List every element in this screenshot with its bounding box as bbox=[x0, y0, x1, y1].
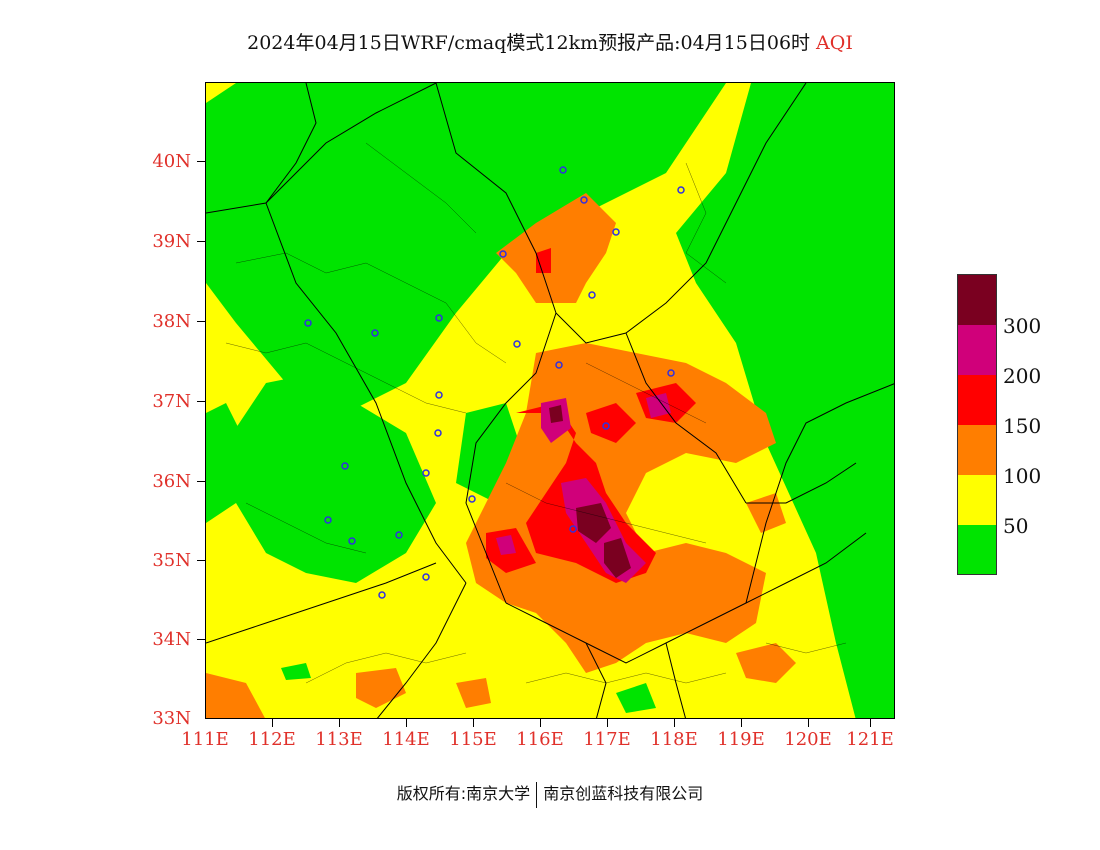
legend-swatch-moderate bbox=[958, 475, 996, 525]
lon-label: 120E bbox=[784, 729, 832, 750]
lat-label: 35N bbox=[152, 550, 191, 571]
footer-separator bbox=[536, 781, 538, 808]
legend-label: 200 bbox=[1003, 364, 1042, 388]
lat-label: 37N bbox=[152, 391, 191, 412]
footer-company: 南京创蓝科技有限公司 bbox=[543, 784, 704, 803]
lat-label: 33N bbox=[152, 708, 191, 729]
lon-tick bbox=[339, 719, 340, 727]
title-main: 2024年04月15日WRF/cmaq模式12km预报产品:04月15日06时 bbox=[247, 32, 811, 54]
lat-label: 34N bbox=[152, 629, 191, 650]
lon-tick bbox=[406, 719, 407, 727]
lon-label: 119E bbox=[717, 729, 765, 750]
legend-swatch-very-unhealthy bbox=[958, 325, 996, 375]
legend-label: 100 bbox=[1003, 464, 1042, 488]
lat-tick bbox=[197, 241, 205, 242]
footer-copyright: 版权所有:南京大学 bbox=[396, 784, 531, 803]
lat-label: 36N bbox=[152, 471, 191, 492]
legend-label: 150 bbox=[1003, 414, 1042, 438]
lat-tick bbox=[197, 161, 205, 162]
chart-title: 2024年04月15日WRF/cmaq模式12km预报产品:04月15日06时 A… bbox=[0, 28, 1100, 55]
footer-credits: 版权所有:南京大学 南京创蓝科技有限公司 bbox=[0, 780, 1100, 808]
lat-tick bbox=[197, 560, 205, 561]
legend-swatch-usg bbox=[958, 425, 996, 475]
lon-tick bbox=[870, 719, 871, 727]
lon-label: 112E bbox=[248, 729, 296, 750]
county-boundaries bbox=[225, 142, 847, 684]
lon-tick bbox=[808, 719, 809, 727]
lon-label: 113E bbox=[315, 729, 363, 750]
lon-tick bbox=[674, 719, 675, 727]
legend-swatch-unhealthy bbox=[958, 375, 996, 425]
lat-tick bbox=[197, 321, 205, 322]
lon-label: 114E bbox=[382, 729, 430, 750]
lon-label: 117E bbox=[583, 729, 631, 750]
lon-tick bbox=[272, 719, 273, 727]
lon-label: 116E bbox=[516, 729, 564, 750]
lon-label: 118E bbox=[650, 729, 698, 750]
lat-tick bbox=[197, 401, 205, 402]
lon-label: 111E bbox=[181, 729, 229, 750]
legend-label: 50 bbox=[1003, 514, 1029, 538]
legend-swatch-good bbox=[958, 525, 996, 574]
lon-tick bbox=[607, 719, 608, 727]
lon-label: 115E bbox=[449, 729, 497, 750]
lat-tick bbox=[197, 639, 205, 640]
province-boundaries bbox=[206, 83, 894, 718]
lat-label: 39N bbox=[152, 231, 191, 252]
title-aqi-label: AQI bbox=[816, 32, 853, 54]
lat-tick bbox=[197, 481, 205, 482]
lon-tick bbox=[540, 719, 541, 727]
lat-label: 38N bbox=[152, 311, 191, 332]
station-markers bbox=[304, 166, 685, 599]
lon-label: 121E bbox=[846, 729, 894, 750]
aqi-map bbox=[205, 82, 895, 719]
legend-swatch-hazardous bbox=[958, 275, 996, 325]
aqi-legend bbox=[957, 274, 997, 575]
lon-tick bbox=[741, 719, 742, 727]
legend-label: 300 bbox=[1003, 314, 1042, 338]
aqi-zones-hazardous bbox=[549, 405, 631, 578]
aqi-zones-good bbox=[206, 83, 894, 718]
lat-label: 40N bbox=[152, 151, 191, 172]
lon-tick bbox=[473, 719, 474, 727]
